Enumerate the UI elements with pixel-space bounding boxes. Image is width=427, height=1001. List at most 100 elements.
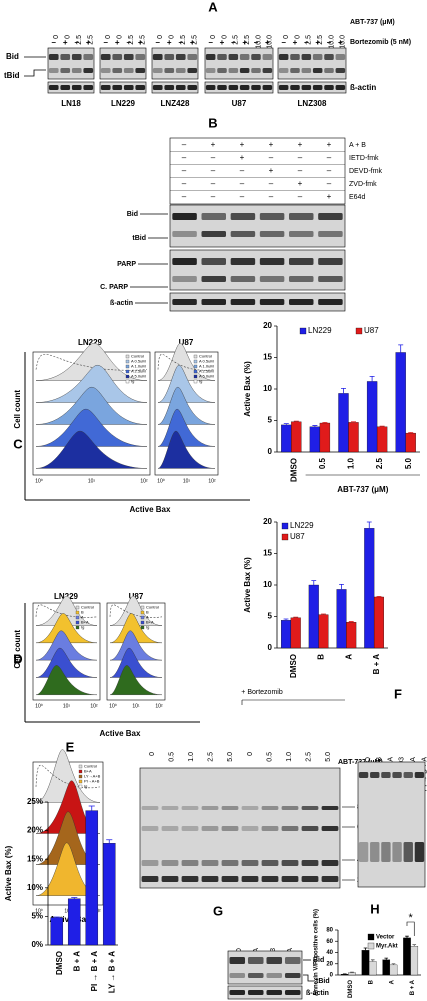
bar <box>403 937 411 976</box>
abt-label: ABT-737 (μM) <box>350 19 395 26</box>
band <box>112 68 123 73</box>
band <box>414 772 425 778</box>
cell-sign: + <box>211 140 216 149</box>
cell-sign: – <box>182 166 187 175</box>
legend-label: A 0.5uM <box>199 359 214 364</box>
band <box>289 213 314 220</box>
band-label: Bid <box>127 211 138 218</box>
x-tick-label: B + A <box>372 654 381 675</box>
band <box>230 299 256 305</box>
band-label: tBid <box>132 235 146 242</box>
legend-label: LN229 <box>308 326 332 335</box>
band <box>335 68 346 73</box>
band <box>152 68 163 73</box>
lane-sign: – <box>254 38 259 47</box>
band <box>228 85 239 90</box>
band <box>321 876 339 882</box>
band <box>414 842 425 862</box>
band <box>301 826 319 831</box>
cell-sign: – <box>182 140 187 149</box>
x-tick-label: DMSO <box>348 980 354 998</box>
band <box>392 772 402 778</box>
legend-label: A 2.5uM <box>199 369 214 374</box>
band <box>312 54 323 60</box>
band <box>161 860 179 866</box>
y-axis-label: Annexin V/PI positive cells (%) <box>314 909 320 996</box>
panel-label: C <box>13 436 23 451</box>
lane-sign: + <box>293 38 298 47</box>
bar <box>376 426 388 453</box>
cell-sign: – <box>269 179 274 188</box>
bar <box>291 421 302 453</box>
band <box>135 54 146 60</box>
band <box>187 85 198 90</box>
cell-sign: – <box>298 166 303 175</box>
error-bar <box>88 805 95 811</box>
x-tick-label: B + A <box>410 979 416 995</box>
band <box>321 806 339 810</box>
lane-label: 0 <box>247 752 254 756</box>
legend-label: Vector <box>376 935 395 941</box>
legend-swatch <box>140 625 145 630</box>
lane-label: 0 <box>65 35 72 39</box>
legend-label: A <box>146 615 149 620</box>
error-bar <box>408 432 414 434</box>
lane-sign: + <box>265 38 270 47</box>
band <box>324 68 334 73</box>
y-tick-label: 10 <box>263 580 272 589</box>
band <box>289 276 314 282</box>
legend-label: Ig <box>81 625 84 630</box>
legend-swatch <box>78 774 83 779</box>
error-bar <box>340 387 346 394</box>
band <box>247 957 264 964</box>
histogram <box>35 408 148 447</box>
lane-label: 2.5 <box>317 35 324 45</box>
band <box>290 85 300 90</box>
legend-label: Ig <box>84 784 87 789</box>
bar <box>364 528 375 649</box>
band <box>230 231 256 237</box>
legend-label: B <box>81 610 84 615</box>
bar <box>405 432 416 453</box>
legend-swatch <box>78 784 83 789</box>
band-label: ß-actin <box>306 990 329 997</box>
bar <box>395 352 406 453</box>
x-tick-label: 2.5 <box>375 457 384 469</box>
cell-sign: – <box>327 153 332 162</box>
legend-swatch <box>75 615 80 620</box>
lane-sign: + <box>315 38 320 47</box>
x-tick-label: 10¹ <box>183 478 191 484</box>
lane-label: 2.5 <box>233 35 240 45</box>
y-tick-label: 0 <box>268 643 273 652</box>
band <box>290 54 300 60</box>
cell-sign: + <box>240 153 245 162</box>
legend-swatch <box>367 933 375 941</box>
blot <box>227 985 303 1000</box>
x-tick-label: 10¹ <box>132 703 140 709</box>
lane-label: 2.5 <box>76 35 83 45</box>
x-tick-label: 10¹ <box>88 478 96 484</box>
bortezomib-label: + Bortezomib <box>241 689 283 696</box>
band <box>181 826 199 831</box>
lane-label: 2.5 <box>180 35 187 45</box>
band <box>201 806 219 810</box>
lane-label: 2.5 <box>306 752 313 762</box>
blot <box>227 950 303 985</box>
y-tick-label: 0% <box>31 940 43 949</box>
legend-swatch <box>299 327 307 335</box>
band <box>321 826 339 831</box>
error-bar <box>412 944 417 947</box>
lane-sign: + <box>167 38 172 47</box>
band <box>247 990 264 995</box>
cell-sign: + <box>269 140 274 149</box>
band-label: Bid <box>6 52 19 61</box>
band <box>112 85 123 90</box>
legend-swatch <box>125 354 130 359</box>
band <box>241 806 259 810</box>
band <box>239 68 250 73</box>
flow-xlabel: Active Bax <box>100 729 141 738</box>
legend-label: Control <box>199 354 212 359</box>
band <box>71 54 82 60</box>
ig-curve <box>35 604 98 618</box>
flow-ylabel: Cell count <box>13 630 22 669</box>
